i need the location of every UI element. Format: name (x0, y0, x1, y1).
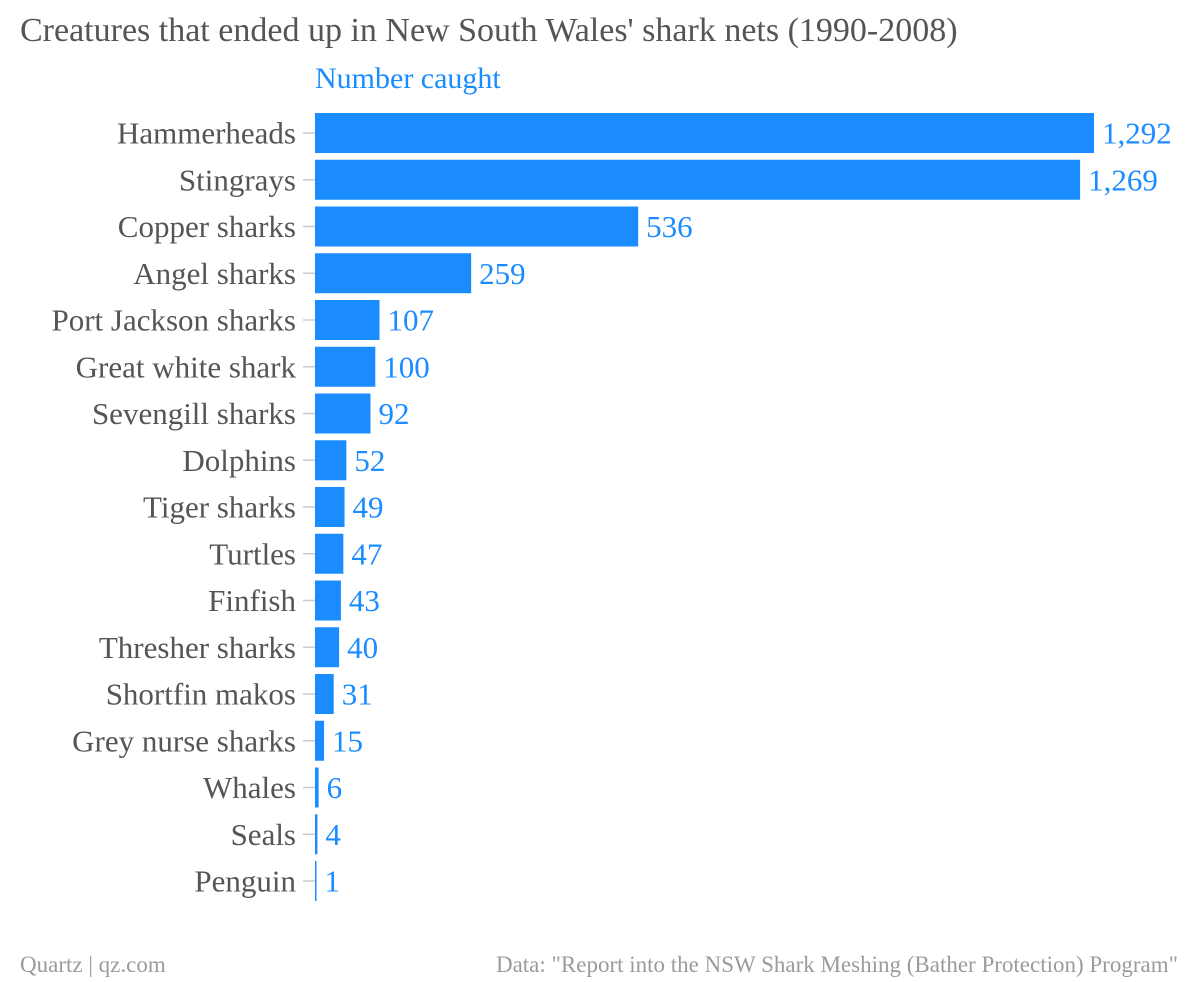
bar (315, 861, 317, 901)
category-label: Turtles (209, 536, 296, 571)
value-label: 52 (354, 443, 385, 478)
value-label: 1,292 (1102, 116, 1172, 151)
category-label: Great white shark (76, 349, 297, 384)
category-label: Stingrays (179, 162, 296, 197)
category-label: Hammerheads (117, 116, 296, 151)
category-label: Thresher sharks (99, 630, 296, 665)
footer-source-right: Data: "Report into the NSW Shark Meshing… (495, 952, 1178, 977)
value-label: 31 (342, 677, 373, 712)
bar (315, 113, 1094, 153)
value-label: 43 (349, 583, 380, 618)
value-label: 259 (479, 256, 525, 291)
bar (315, 253, 472, 294)
category-label: Copper sharks (118, 209, 296, 244)
category-label: Tiger sharks (143, 490, 296, 525)
series-label: Number caught (315, 62, 501, 95)
value-label: 107 (388, 303, 435, 338)
bar (315, 627, 340, 668)
bar (315, 580, 341, 621)
bar (315, 767, 319, 808)
bars (315, 113, 1094, 901)
bar (315, 814, 318, 855)
value-label: 40 (347, 630, 378, 665)
value-label: 100 (383, 349, 430, 384)
footer-source-left: Quartz | qz.com (20, 952, 166, 977)
value-label: 1 (325, 864, 341, 899)
category-ticks (303, 132, 315, 882)
value-label: 1,269 (1088, 162, 1158, 197)
bar (315, 487, 345, 527)
category-label: Finfish (208, 583, 296, 618)
category-label: Penguin (194, 864, 296, 899)
chart-title: Creatures that ended up in New South Wal… (20, 12, 958, 49)
category-label: Seals (231, 817, 296, 852)
bar (315, 159, 1081, 200)
value-label: 92 (378, 396, 409, 431)
value-labels: 1,292 1,269 536 259 107 100 92 52 49 47 43 40 31 15 6 4… (325, 116, 1172, 899)
category-label: Shortfin makos (106, 677, 296, 712)
bar (315, 720, 325, 761)
value-label: 4 (325, 817, 341, 852)
category-label: Sevengill sharks (92, 396, 296, 431)
bar (315, 674, 334, 714)
bar (315, 346, 376, 387)
bar (315, 440, 347, 481)
bar (315, 206, 639, 247)
value-label: 6 (327, 770, 343, 805)
value-label: 536 (646, 209, 693, 244)
value-label: 47 (351, 536, 382, 571)
bar (315, 533, 344, 574)
category-label: Angel sharks (133, 256, 296, 291)
bar (315, 393, 371, 434)
category-label: Port Jackson sharks (51, 303, 296, 338)
category-label: Dolphins (182, 443, 296, 478)
value-label: 49 (353, 490, 384, 525)
category-labels: Hammerheads Stingrays Copper sharks Angel s… (51, 116, 296, 899)
bar (315, 300, 380, 340)
category-label: Whales (203, 770, 296, 805)
value-label: 15 (332, 723, 363, 758)
category-label: Grey nurse sharks (72, 723, 296, 758)
